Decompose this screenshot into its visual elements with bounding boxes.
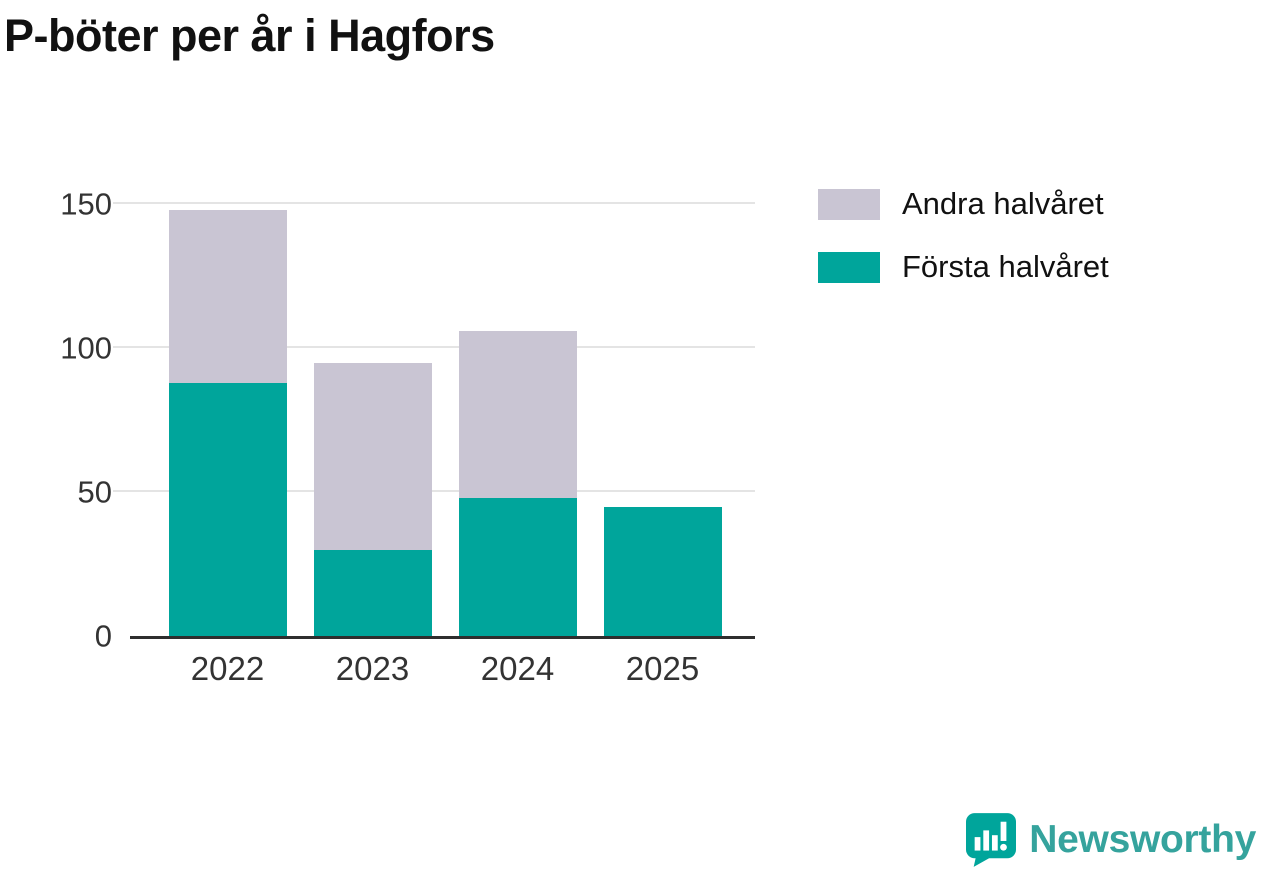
x-tick-label-2025: 2025 [625, 650, 700, 687]
stacked-bar-2024[interactable] [458, 190, 577, 636]
y-axis: 0 50 100 150 [18, 186, 112, 652]
bar-slot-2025 [590, 190, 735, 636]
newsworthy-logo-icon [966, 813, 1017, 867]
branding: Newsworthy [966, 813, 1256, 867]
legend-swatch [818, 251, 880, 283]
gridline-50 [113, 490, 755, 493]
stacked-bar-2022[interactable] [168, 190, 287, 636]
bar-segment-2025-första-halvåret[interactable] [603, 506, 722, 636]
bar-slot-2023 [300, 190, 445, 636]
x-tick-label-2024: 2024 [480, 650, 555, 687]
stacked-bar-2023[interactable] [313, 190, 432, 636]
bar-segment-2022-första-halvåret[interactable] [168, 382, 287, 636]
legend-swatch [818, 188, 880, 220]
bar-segment-2024-första-halvåret[interactable] [458, 497, 577, 636]
legend-item-första-halvåret: Första halvåret [818, 249, 1109, 285]
bars [155, 190, 735, 636]
x-tick-label-2022: 2022 [190, 650, 265, 687]
y-tick-label-150: 150 [60, 186, 112, 222]
logo-text: Newsworthy [1029, 818, 1256, 861]
bar-segment-2023-första-halvåret[interactable] [313, 549, 432, 636]
legend-label: Andra halvåret [902, 186, 1104, 221]
legend-label: Första halvåret [902, 249, 1109, 284]
bar-segment-2024-andra-halvåret[interactable] [458, 331, 577, 498]
bar-segment-2023-andra-halvåret[interactable] [313, 362, 432, 550]
x-tick-label-2023: 2023 [335, 650, 410, 687]
y-tick-label-0: 0 [94, 618, 112, 654]
y-tick-label-100: 100 [60, 330, 112, 366]
bar-slot-2024 [445, 190, 590, 636]
gridline-100 [113, 346, 755, 349]
legend-item-andra-halvåret: Andra halvåret [818, 186, 1109, 222]
x-axis: 2022 2023 2024 2025 [155, 650, 735, 688]
bar-slot-2022 [155, 190, 300, 636]
y-tick-label-50: 50 [77, 474, 112, 510]
plot-area [113, 190, 755, 639]
stacked-bar-2025[interactable] [603, 190, 722, 636]
chart-title: P-böter per år i Hagfors [4, 10, 495, 61]
legend: Andra halvåret Första halvåret [818, 186, 1109, 312]
bar-segment-2022-andra-halvåret[interactable] [168, 210, 287, 383]
gridline-150 [113, 202, 755, 205]
